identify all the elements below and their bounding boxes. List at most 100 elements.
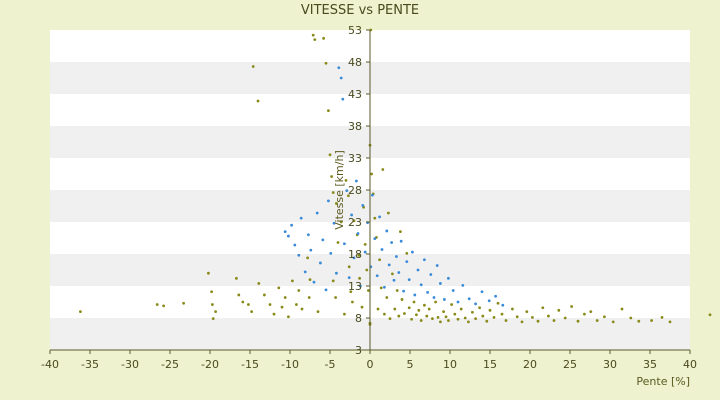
data-point-blue bbox=[378, 215, 381, 219]
data-point-olive bbox=[434, 300, 437, 304]
data-point-olive bbox=[385, 296, 389, 299]
data-point-olive bbox=[162, 304, 166, 308]
data-point-olive bbox=[351, 300, 354, 304]
data-point-olive bbox=[379, 286, 383, 290]
data-point-olive bbox=[439, 320, 442, 324]
data-point-olive bbox=[343, 312, 346, 316]
data-point-olive bbox=[324, 61, 328, 65]
data-point-olive bbox=[336, 241, 340, 244]
data-point-olive bbox=[363, 243, 367, 246]
data-point-blue bbox=[359, 284, 362, 288]
data-point-olive bbox=[660, 315, 664, 319]
x-tick-label: -20 bbox=[201, 358, 219, 371]
data-point-olive bbox=[708, 313, 712, 317]
data-point-blue bbox=[480, 290, 484, 294]
x-axis-title: Pente [%] bbox=[636, 375, 690, 388]
data-point-olive bbox=[595, 319, 599, 322]
x-tick-label: 5 bbox=[407, 358, 414, 371]
y-tick-label: 8 bbox=[355, 312, 362, 325]
x-tick-label: 30 bbox=[603, 358, 617, 371]
data-point-olive bbox=[277, 286, 281, 290]
data-point-blue bbox=[405, 260, 409, 264]
data-point-olive bbox=[478, 306, 481, 310]
data-point-olive bbox=[211, 303, 214, 306]
data-point-blue bbox=[371, 193, 374, 197]
y-axis-title: Vitesse [km/h] bbox=[333, 150, 346, 230]
data-point-blue bbox=[387, 263, 391, 267]
data-point-olive bbox=[344, 179, 348, 182]
x-tick-label: -35 bbox=[81, 358, 99, 371]
data-point-blue bbox=[303, 270, 307, 274]
data-point-olive bbox=[425, 314, 429, 318]
data-point-blue bbox=[290, 223, 293, 227]
data-point-olive bbox=[391, 272, 394, 276]
data-point-blue bbox=[287, 234, 290, 238]
y-tick-label: 38 bbox=[348, 120, 362, 133]
data-point-blue bbox=[432, 296, 436, 299]
data-point-olive bbox=[541, 306, 545, 310]
data-point-olive bbox=[272, 312, 276, 316]
data-point-olive bbox=[459, 307, 463, 311]
data-point-blue bbox=[411, 250, 414, 254]
data-point-olive bbox=[263, 293, 266, 297]
data-point-olive bbox=[381, 168, 385, 171]
data-point-olive bbox=[536, 319, 540, 323]
data-point-blue bbox=[407, 278, 411, 281]
data-point-olive bbox=[399, 230, 402, 234]
y-tick-label: 48 bbox=[348, 56, 362, 69]
data-point-olive bbox=[358, 276, 361, 280]
data-point-blue bbox=[416, 268, 420, 272]
data-point-olive bbox=[415, 313, 418, 317]
data-point-olive bbox=[383, 312, 386, 316]
data-point-olive bbox=[427, 307, 431, 311]
data-point-olive bbox=[668, 320, 672, 324]
data-point-olive bbox=[247, 303, 250, 306]
x-tick-label: -25 bbox=[161, 358, 179, 371]
data-point-olive bbox=[620, 307, 624, 311]
data-point-blue bbox=[395, 255, 398, 258]
data-point-olive bbox=[395, 289, 399, 292]
data-point-blue bbox=[337, 66, 341, 70]
data-point-olive bbox=[417, 308, 421, 312]
data-point-olive bbox=[388, 317, 392, 321]
data-point-olive bbox=[330, 175, 333, 178]
data-point-olive bbox=[447, 319, 450, 322]
data-point-blue bbox=[329, 251, 333, 255]
data-point-blue bbox=[332, 221, 336, 225]
data-point-olive bbox=[182, 301, 186, 305]
data-point-olive bbox=[360, 305, 364, 309]
data-point-blue bbox=[327, 199, 330, 203]
data-point-olive bbox=[444, 315, 448, 319]
data-point-olive bbox=[328, 153, 332, 157]
x-tick-label: -5 bbox=[325, 358, 336, 371]
data-point-olive bbox=[155, 303, 159, 306]
data-point-blue bbox=[451, 289, 455, 292]
data-point-blue bbox=[435, 264, 439, 267]
data-point-olive bbox=[316, 310, 320, 313]
data-point-olive bbox=[442, 310, 445, 313]
data-point-olive bbox=[563, 316, 567, 320]
data-point-olive bbox=[331, 279, 335, 283]
data-point-olive bbox=[410, 317, 413, 321]
data-point-olive bbox=[251, 65, 255, 68]
data-point-olive bbox=[237, 293, 241, 297]
data-point-olive bbox=[334, 296, 337, 299]
data-point-blue bbox=[297, 253, 301, 257]
data-point-olive bbox=[250, 310, 254, 313]
data-point-blue bbox=[380, 248, 384, 251]
y-tick-label: 28 bbox=[348, 184, 362, 197]
data-point-olive bbox=[313, 38, 317, 41]
data-point-blue bbox=[356, 232, 360, 235]
data-point-olive bbox=[583, 312, 586, 316]
data-point-olive bbox=[365, 268, 369, 272]
data-point-olive bbox=[547, 314, 550, 318]
data-point-blue bbox=[426, 291, 429, 294]
data-point-olive bbox=[367, 289, 370, 292]
data-point-blue bbox=[361, 203, 365, 207]
y-tick-label: 33 bbox=[348, 152, 362, 165]
data-point-olive bbox=[557, 308, 561, 312]
data-point-olive bbox=[504, 319, 508, 322]
data-point-olive bbox=[589, 310, 593, 313]
data-point-blue bbox=[375, 274, 379, 278]
